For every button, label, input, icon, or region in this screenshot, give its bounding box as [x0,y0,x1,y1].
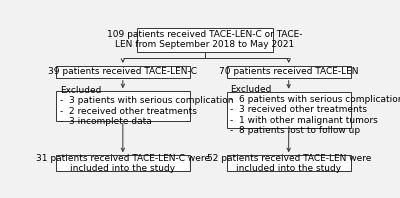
Text: 70 patients received TACE-LEN: 70 patients received TACE-LEN [219,67,358,76]
FancyBboxPatch shape [137,28,273,52]
Text: Excluded
-  3 patients with serious complication
-  2 received other treatments
: Excluded - 3 patients with serious compl… [60,86,234,126]
FancyBboxPatch shape [56,66,190,78]
FancyBboxPatch shape [56,91,190,121]
Text: 31 patients received TACE-LEN-C were
included into the study: 31 patients received TACE-LEN-C were inc… [36,154,210,173]
Text: 39 patients received TACE-LEN-C: 39 patients received TACE-LEN-C [48,67,197,76]
FancyBboxPatch shape [56,155,190,171]
Text: Excluded
-  6 patients with serious complication
-  3 received other treatments
: Excluded - 6 patients with serious compl… [230,85,400,135]
FancyBboxPatch shape [227,66,351,78]
Text: 109 patients received TACE-LEN-C or TACE-
LEN from September 2018 to May 2021: 109 patients received TACE-LEN-C or TACE… [107,30,303,50]
FancyBboxPatch shape [227,92,351,128]
FancyBboxPatch shape [227,155,351,171]
Text: 52 patients received TACE-LEN were
included into the study: 52 patients received TACE-LEN were inclu… [206,154,371,173]
